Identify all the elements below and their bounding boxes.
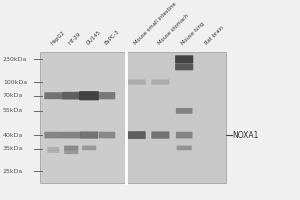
Text: NOXA1: NOXA1	[232, 131, 259, 140]
Text: DU145: DU145	[85, 30, 102, 46]
Text: HT-29: HT-29	[68, 31, 82, 46]
FancyBboxPatch shape	[82, 146, 96, 150]
Bar	[40, 52, 125, 183]
FancyBboxPatch shape	[177, 146, 192, 150]
FancyBboxPatch shape	[79, 91, 99, 100]
FancyBboxPatch shape	[47, 150, 59, 153]
Text: 230kDa: 230kDa	[3, 57, 27, 62]
Text: 100kDa: 100kDa	[3, 80, 27, 85]
Text: 40kDa: 40kDa	[3, 133, 23, 138]
Text: 25kDa: 25kDa	[3, 169, 23, 174]
FancyBboxPatch shape	[99, 132, 115, 138]
FancyBboxPatch shape	[62, 132, 80, 138]
FancyBboxPatch shape	[176, 108, 193, 114]
FancyBboxPatch shape	[175, 64, 193, 70]
Text: 55kDa: 55kDa	[3, 108, 23, 113]
FancyBboxPatch shape	[47, 147, 59, 150]
FancyBboxPatch shape	[62, 92, 80, 100]
FancyBboxPatch shape	[80, 131, 98, 139]
FancyBboxPatch shape	[44, 132, 62, 138]
Bar	[126, 52, 226, 183]
FancyBboxPatch shape	[44, 92, 62, 99]
FancyBboxPatch shape	[99, 92, 115, 99]
Text: 35kDa: 35kDa	[3, 146, 23, 151]
FancyBboxPatch shape	[64, 150, 78, 154]
Text: 70kDa: 70kDa	[3, 93, 23, 98]
FancyBboxPatch shape	[176, 132, 193, 138]
FancyBboxPatch shape	[128, 80, 146, 85]
FancyBboxPatch shape	[151, 80, 169, 85]
Text: Mouse stomach: Mouse stomach	[157, 13, 190, 46]
FancyBboxPatch shape	[175, 55, 193, 63]
Text: HepG2: HepG2	[50, 30, 66, 46]
Text: Mouse lung: Mouse lung	[181, 21, 206, 46]
Text: Mouse small intestine: Mouse small intestine	[133, 1, 178, 46]
FancyBboxPatch shape	[128, 131, 146, 139]
Text: Rat brain: Rat brain	[204, 25, 225, 46]
FancyBboxPatch shape	[64, 146, 78, 150]
FancyBboxPatch shape	[151, 131, 169, 139]
Text: BxPC-3: BxPC-3	[103, 29, 120, 46]
